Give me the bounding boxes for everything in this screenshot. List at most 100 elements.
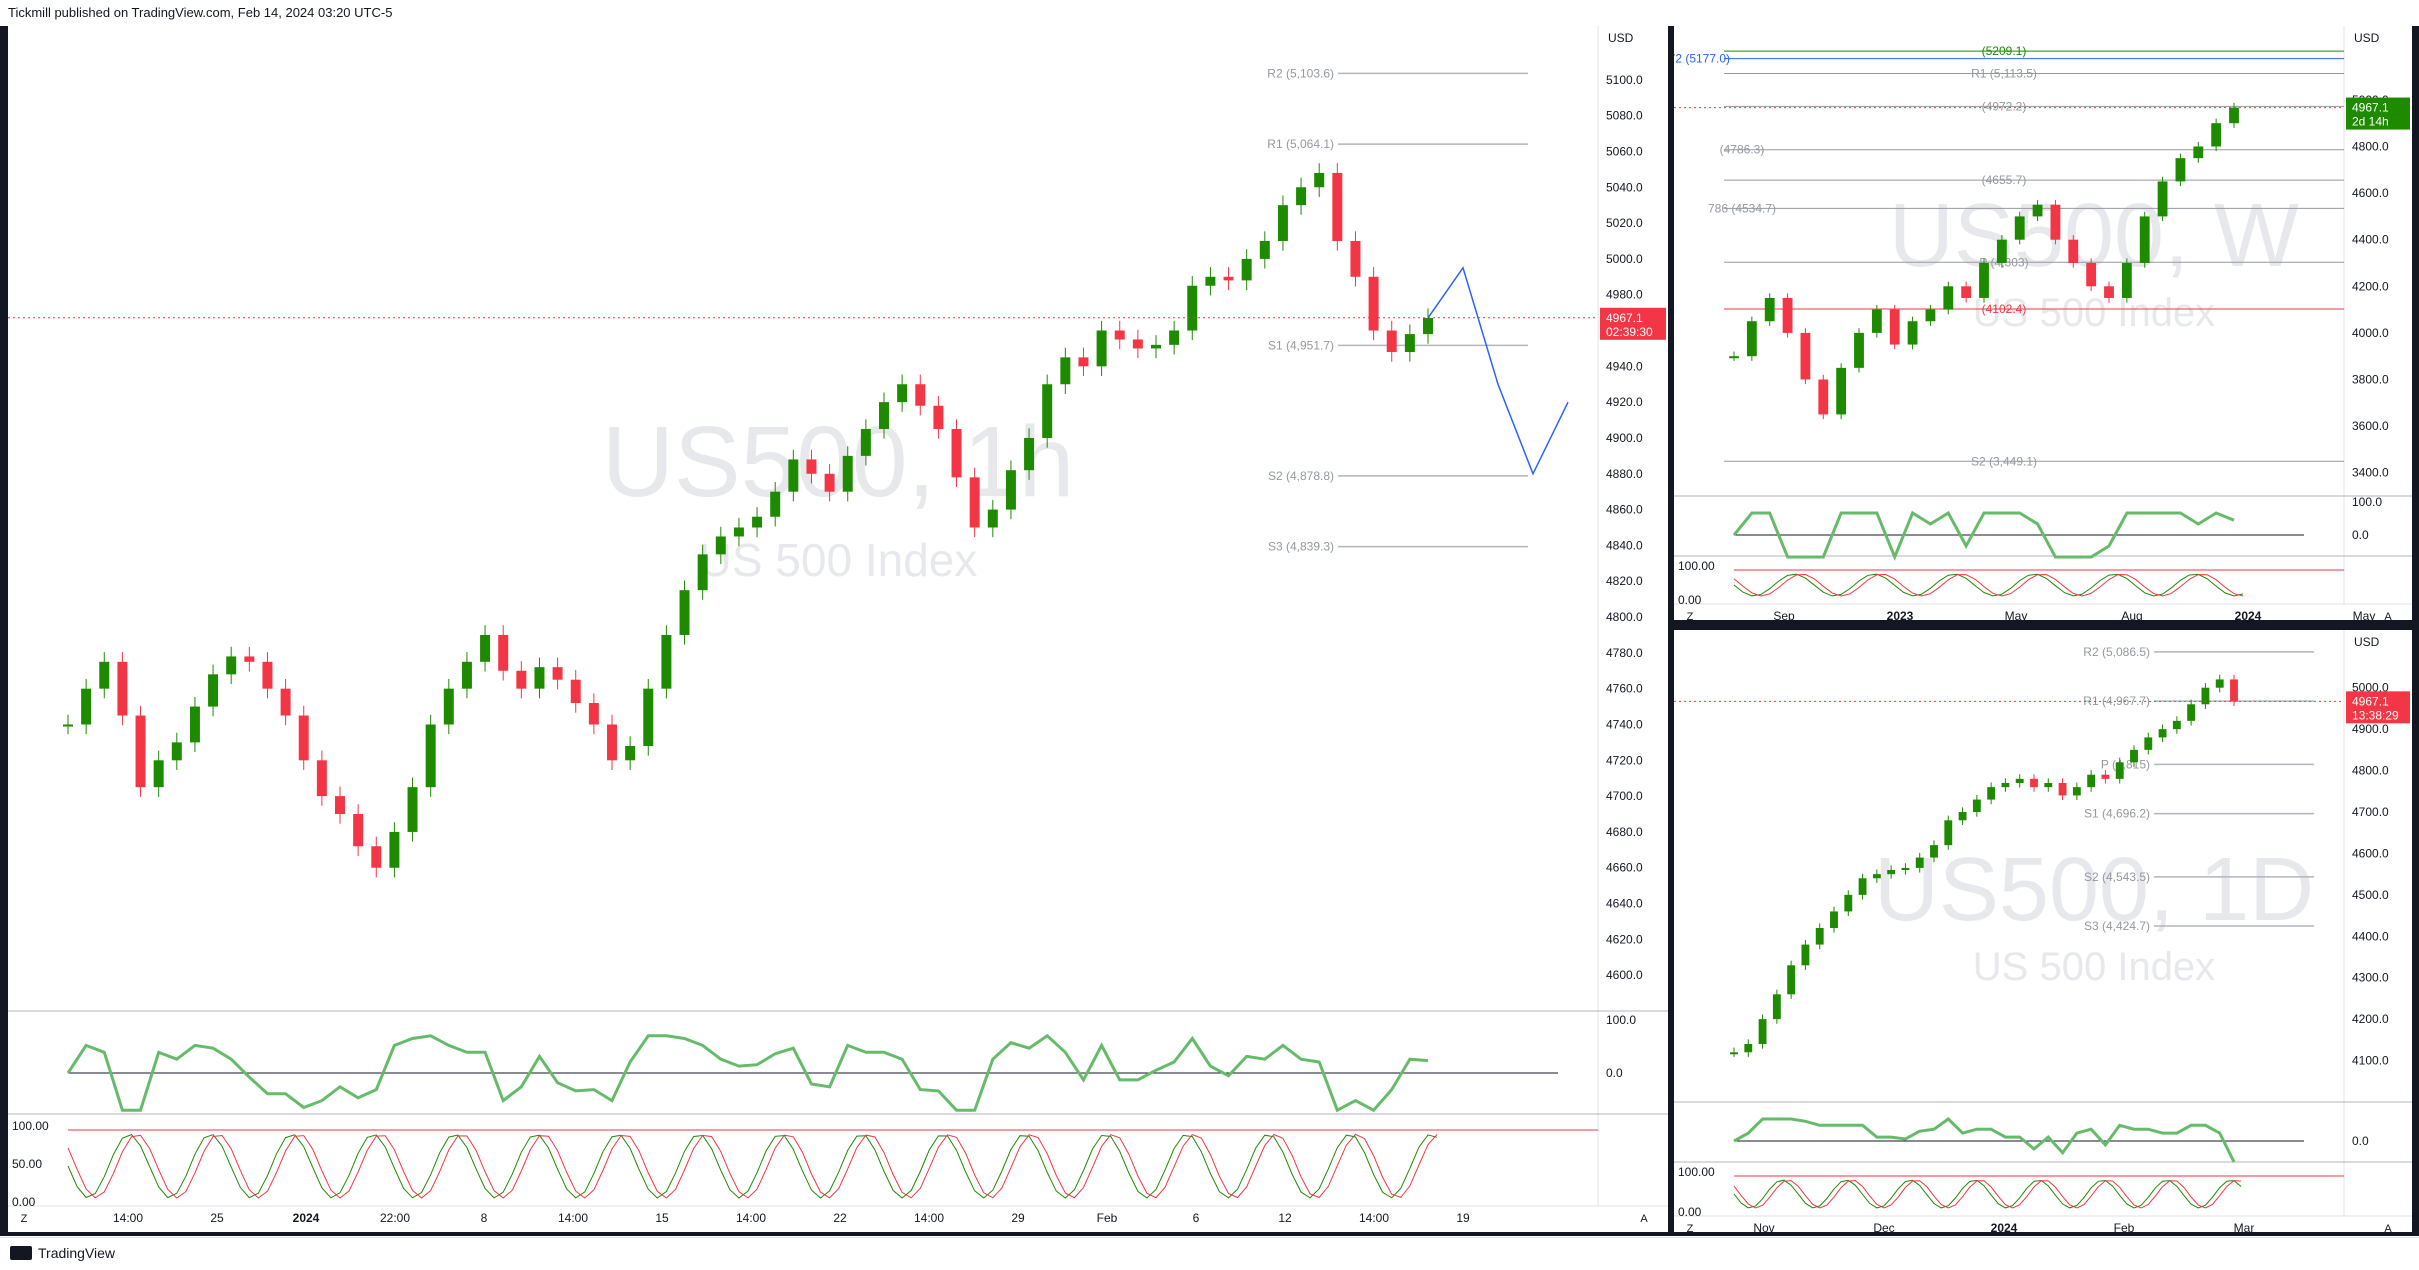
candle-body [879,402,889,430]
y-tick-label: 4100.0 [2352,1054,2389,1068]
candle-body [2101,774,2110,779]
candle-body [842,455,853,492]
y-tick-label: 4600.0 [1606,968,1643,982]
y-tick-label: 4300.0 [2352,971,2389,985]
a-button: A [2384,611,2392,620]
panel-bg [1674,630,2412,1232]
oscillator2-label: 0.00 [12,1195,36,1209]
candle-body [2044,783,2053,788]
y-tick-label: 5000.0 [2352,681,2389,695]
candle-body [1887,870,1896,875]
candle-body [480,634,491,662]
candle-body [2072,787,2081,796]
candle-body [752,516,763,528]
candle-body [2032,204,2043,217]
candle-body [1314,172,1325,188]
x-tick-label: 2024 [2235,609,2262,620]
candle-body [2087,774,2096,788]
y-tick-label: 4880.0 [1606,467,1643,481]
y-tick-label: 5000.0 [1606,252,1643,266]
oscillator2-label: 100.00 [12,1119,49,1133]
candle-body [1996,239,2007,263]
candle-body [1223,276,1234,281]
candle-body [1915,857,1924,868]
y-tick-label: 4620.0 [1606,932,1643,946]
x-tick-label: Nov [1753,1221,1774,1232]
x-tick-label: 14:00 [736,1211,766,1225]
y-tick-label: 4500.0 [2352,888,2389,902]
candle-body [1764,297,1775,322]
candle-body [516,670,527,689]
candle-body [2215,679,2224,688]
currency-label: USD [1608,31,1634,45]
oscillator-line [1732,510,2235,561]
y-tick-label: 4680.0 [1606,825,1643,839]
candle-body [1114,330,1125,340]
price-tag-value: 4967.1 [2352,694,2389,708]
weekly-chart[interactable]: US500, WUS 500 IndexUSD5000.04800.04600.… [1674,26,2412,620]
candle-body [1096,330,1107,367]
candle-body [1730,1052,1738,1055]
y-tick-label: 4780.0 [1606,646,1643,660]
level-label: 786 (4534.7) [1708,201,1776,215]
pivot-label: R2 (5,086.5) [2083,645,2150,659]
candle-body [1901,867,1910,870]
candle-body [1800,332,1811,380]
watermark-symbol: US500, 1D [1874,840,2314,940]
y-tick-label: 4820.0 [1606,574,1643,588]
candle-body [2158,729,2167,738]
y-tick-label: 5060.0 [1606,144,1643,158]
tradingview-logo[interactable]: TradingView [10,1245,115,1261]
y-tick-label: 4900.0 [1606,431,1643,445]
candle-body [2115,762,2124,779]
daily-chart[interactable]: US500, 1D US 500 Index USD 5000.0 4900.0 4800… [1674,630,2412,1232]
stoch-k-line [67,1134,1438,1199]
candle-body [2086,263,2097,287]
candle-body [2172,720,2181,730]
candle-body [570,679,581,703]
z-button: Z [1687,611,1694,620]
candle-body [2201,687,2210,705]
pivot-label: R2 (5,103.6) [1267,66,1334,80]
candle-body [1259,240,1270,259]
candle-body [607,724,617,761]
oscillator-label: 0.0 [2352,528,2369,542]
candle-body [443,688,454,725]
oscillator2-label: 100.00 [1678,1165,1715,1179]
stoch-d-line [1733,573,2244,597]
candle-body [588,702,599,725]
candle-body [1005,470,1016,510]
price-tag-countdown: 02:39:30 [1606,325,1653,339]
candle-body [1404,334,1415,353]
candle-body [1787,965,1796,995]
candle-body [135,715,146,788]
y-tick-label: 5020.0 [1606,216,1643,230]
candle-body [1872,874,1881,879]
y-tick-label: 4660.0 [1606,861,1643,875]
candle-body [1758,1019,1767,1044]
candle-body [226,656,237,675]
candle-body [1205,276,1216,286]
x-tick-label: 2024 [1991,1221,2018,1232]
candle-body [371,846,382,868]
y-tick-label: 3800.0 [2352,373,2389,387]
candle-body [1132,339,1143,349]
candle-body [951,429,962,478]
candle-body [1944,820,1953,846]
candle-body [552,667,563,680]
candle-body [969,477,980,528]
level-label: (4972.2) [1982,99,2027,113]
candle-body [389,831,400,868]
candle-body [2193,146,2204,159]
level-label: 272 (5177.0) [1674,52,1730,66]
candle-body [1844,894,1853,912]
price-tag-value: 4967.1 [2352,101,2389,115]
y-tick-label: 4640.0 [1606,897,1643,911]
y-tick-label: 4700.0 [1606,789,1643,803]
main-chart[interactable]: US500, 1h US 500 Index USD 5100.0 5080.0 5060… [8,26,1668,1232]
candle-body [1801,944,1810,966]
level-label: R1 (5,113.5) [1971,66,2037,80]
currency-label: USD [2354,31,2380,45]
candle-body [171,742,182,761]
y-tick-label: 5100.0 [1606,73,1643,87]
